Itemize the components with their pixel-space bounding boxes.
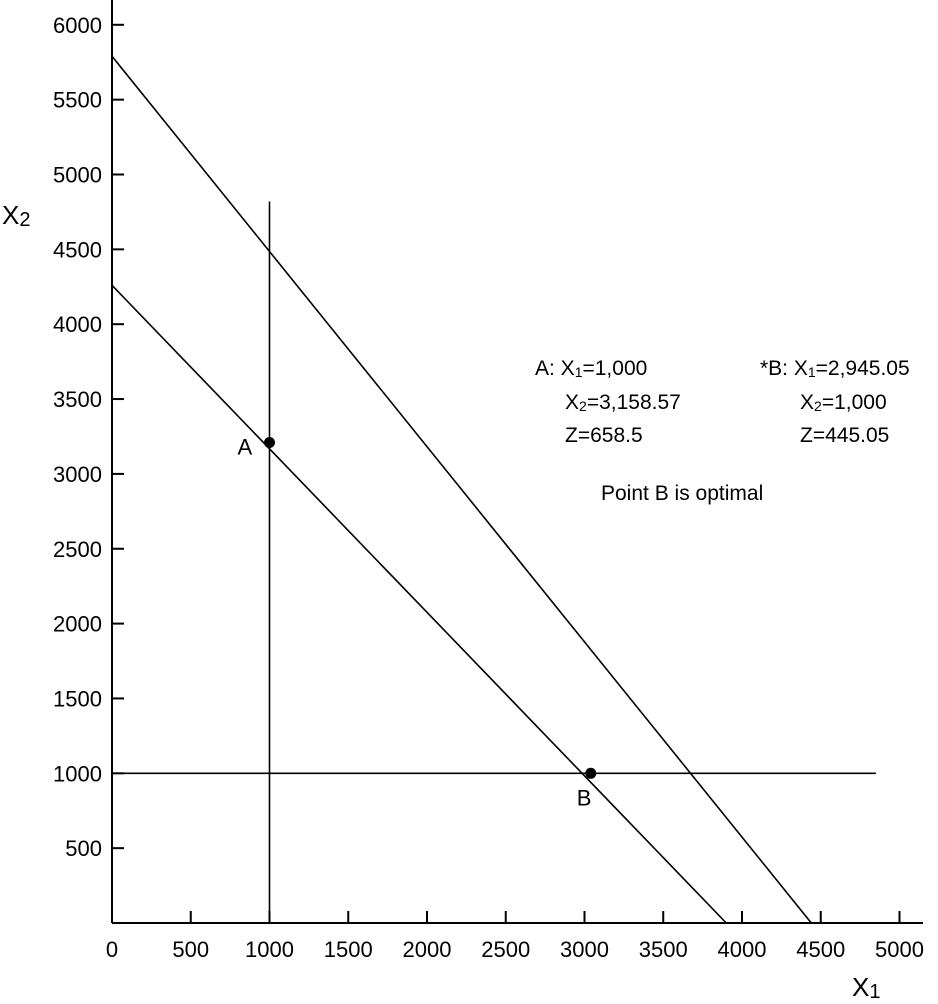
x-axis-title: X1 [852, 972, 880, 1003]
constraint-line [111, 55, 812, 924]
constraint-line [111, 284, 727, 924]
annotation-a-x2: X2=3,158.57 [565, 391, 681, 414]
x-tick-label: 2000 [403, 937, 452, 962]
y-axis-title: X2 [2, 200, 30, 231]
x-tick-label: 3500 [639, 937, 688, 962]
x-tick-label: 1000 [245, 937, 294, 962]
x-tick-label: 0 [106, 937, 118, 962]
x-tick-label: 3000 [560, 937, 609, 962]
y-axis-title-sub: 2 [19, 209, 30, 231]
y-tick-label: 5000 [53, 163, 102, 188]
constraint-lines [111, 55, 876, 924]
point-b-marker [585, 767, 597, 779]
ticks: 0 500 1000 1500 2000 2500 3000 3500 4000 4500 5000… [53, 13, 924, 962]
x-tick-label: 5000 [875, 937, 924, 962]
y-tick-label: 4000 [53, 312, 102, 337]
annotation-b-x2: X2=1,000 [800, 391, 887, 414]
y-tick-label: 3000 [53, 462, 102, 487]
x-tick-label: 4500 [796, 937, 845, 962]
optimal-note: Point B is optimal [601, 482, 763, 505]
point-a-marker [264, 436, 275, 448]
point-b-label: B [577, 785, 592, 810]
annotation-b-z: Z=445.05 [800, 424, 889, 447]
annotation-a-x1: A: X1=1,000 [535, 357, 647, 380]
y-tick-label: 6000 [53, 13, 102, 38]
x-tick-label: 2500 [481, 937, 530, 962]
y-tick-label: 2000 [53, 612, 102, 637]
annotation-point-b: *B: X1=2,945.05 X2=1,000 Z=445.05 [760, 357, 910, 447]
y-tick-label: 2500 [53, 537, 102, 562]
axes [111, 0, 923, 924]
annotation-a-z: Z=658.5 [565, 424, 643, 447]
y-tick-label: 5500 [53, 88, 102, 113]
x-tick-label: 1500 [324, 937, 373, 962]
x-axis-title-sub: 1 [869, 981, 880, 1003]
y-tick-label: 4500 [53, 237, 102, 262]
x-tick-label: 4000 [718, 937, 767, 962]
annotation-b-x1: *B: X1=2,945.05 [760, 357, 910, 380]
y-tick-label: 1500 [53, 686, 102, 711]
y-tick-label: 3500 [53, 387, 102, 412]
points: AB [238, 434, 597, 810]
y-tick-label: 500 [65, 836, 102, 861]
point-a-label: A [238, 434, 253, 459]
annotation-point-a: A: X1=1,000 X2=3,158.57 Z=658.5 [535, 357, 681, 447]
x-tick-label: 500 [172, 937, 209, 962]
y-tick-label: 1000 [53, 761, 102, 786]
